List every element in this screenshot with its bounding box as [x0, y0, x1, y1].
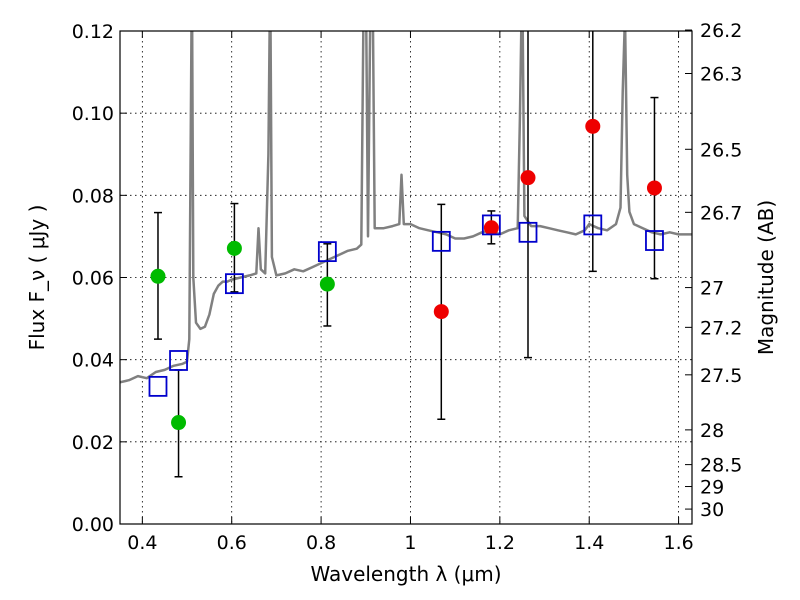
- photometry-point: [150, 268, 166, 284]
- photometry-point: [171, 415, 187, 431]
- photometry-point: [483, 220, 499, 236]
- photometry-point: [433, 304, 449, 320]
- magnitude-tick-label: 26.3: [700, 64, 742, 86]
- y-tick-label: 0.08: [72, 185, 114, 207]
- x-tick-label: 0.4: [127, 532, 157, 554]
- x-tick-label: 1: [404, 532, 416, 554]
- photometry-point: [520, 170, 536, 186]
- model-flux-square: [583, 214, 603, 236]
- photometry-point: [646, 180, 662, 196]
- model-flux-square: [317, 241, 337, 263]
- model-flux-square: [148, 375, 168, 397]
- magnitude-tick-label: 28.5: [700, 455, 742, 477]
- x-tick-label: 1.2: [485, 532, 515, 554]
- magnitude-tick-label: 26.7: [700, 202, 742, 224]
- y-tick-label: 0.12: [72, 21, 114, 43]
- magnitude-tick-label: 27.2: [700, 317, 742, 339]
- grid: [120, 30, 692, 525]
- model-flux-square: [481, 214, 501, 236]
- model-flux-square: [645, 230, 664, 251]
- data-markers: [148, 118, 664, 431]
- model-flux-square: [431, 230, 451, 252]
- photometry-point: [226, 240, 242, 256]
- magnitude-tick-label: 26.2: [700, 20, 742, 42]
- x-tick-label: 1.4: [574, 532, 604, 554]
- right-axis-title: Magnitude (AB): [754, 200, 778, 355]
- photometry-point: [319, 276, 335, 292]
- x-tick-label: 0.6: [217, 532, 247, 554]
- magnitude-tick-label: 28: [700, 420, 724, 442]
- magnitude-tick-label: 27.5: [700, 365, 742, 387]
- y-tick-label: 0.04: [72, 350, 114, 372]
- model-flux-square: [224, 273, 244, 295]
- x-tick-label: 0.8: [306, 532, 336, 554]
- magnitude-tick-label: 27: [700, 278, 724, 300]
- model-flux-square: [169, 350, 188, 371]
- axis-ticks: 0.4 0.6 0.8 1 1.2 1.4 1.6 0.00 0.02 0.04 0.06 0.08 0…: [72, 20, 743, 554]
- y-tick-label: 0.00: [72, 514, 114, 536]
- x-axis-title: Wavelength λ (μm): [310, 562, 501, 586]
- magnitude-tick-label: 30: [700, 499, 724, 521]
- y-tick-label: 0.10: [72, 103, 114, 125]
- magnitude-tick-label: 29: [700, 477, 724, 499]
- x-tick-label: 1.6: [663, 532, 693, 554]
- model-flux-square: [518, 221, 538, 243]
- photometry-point: [585, 118, 601, 134]
- model-spectrum-line: [120, 31, 692, 384]
- y-tick-label: 0.02: [72, 432, 114, 454]
- magnitude-tick-label: 26.5: [700, 139, 742, 161]
- y-axis-title: Flux F_ν ( μJy ): [25, 205, 49, 351]
- y-tick-label: 0.06: [72, 268, 114, 290]
